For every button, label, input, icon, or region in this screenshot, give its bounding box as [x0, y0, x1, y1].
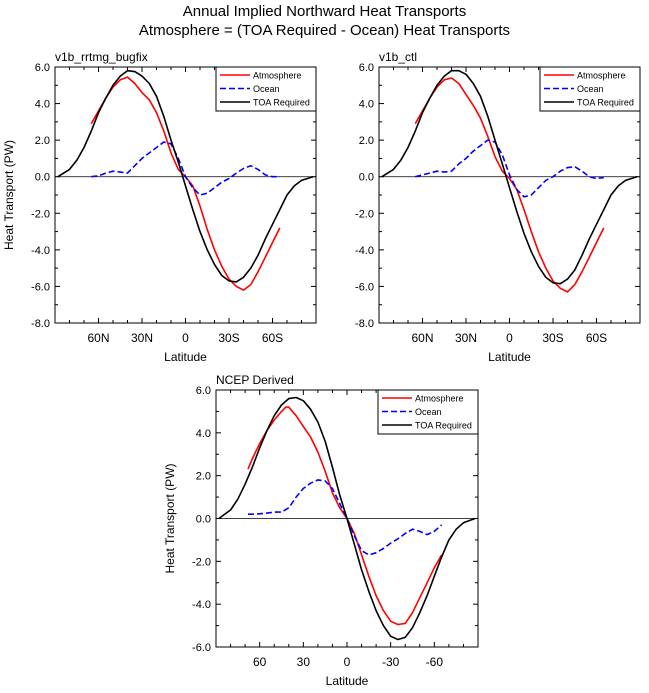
panel-title: v1b_rrtmg_bugfix: [55, 50, 148, 64]
y-tick-label: 6.0: [196, 385, 211, 397]
figure-title-line1: Annual Implied Northward Heat Transports: [182, 3, 467, 20]
x-axis-label: Latitude: [326, 674, 369, 688]
y-tick-label: 4.0: [196, 428, 211, 440]
series-line-toa-required: [57, 69, 314, 283]
series-line-ocean: [91, 141, 280, 196]
y-tick-label: -6.0: [355, 281, 374, 293]
y-tick-label: 4.0: [35, 99, 50, 111]
legend-label: TOA Required: [415, 421, 472, 431]
panel-title: NCEP Derived: [216, 373, 294, 387]
legend-label: Atmosphere: [253, 71, 302, 81]
y-axis-label: Heat Transport (PW): [2, 140, 16, 250]
y-tick-label: 6.0: [359, 62, 374, 74]
x-tick-label: 30N: [131, 331, 153, 345]
y-tick-label: 0.0: [196, 514, 211, 526]
x-tick-label: 30N: [455, 331, 477, 345]
x-tick-label: 60N: [411, 331, 433, 345]
legend-label: TOA Required: [577, 98, 634, 108]
figure-title-line2: Atmosphere = (TOA Required - Ocean) Heat…: [138, 22, 511, 39]
legend-label: TOA Required: [253, 98, 310, 108]
y-tick-label: 2.0: [196, 471, 211, 483]
y-tick-label: -2.0: [31, 208, 50, 220]
x-tick-label: 60S: [262, 331, 283, 345]
x-axis-label: Latitude: [488, 350, 531, 364]
y-tick-label: -4.0: [31, 245, 50, 257]
y-tick-label: 2.0: [35, 135, 50, 147]
chart-panel-3: -6.0 -4.0 -2.0 0.0 2.0 4.0 6.0 60 30 0 -30 -60 NCEP …: [163, 373, 479, 688]
chart-panel-1: -8.0 -6.0 -4.0 -2.0 0.0 2.0 4.0 6.0 60N 30N 0 30S 60…: [2, 50, 317, 364]
series-line-atmosphere: [414, 77, 605, 293]
x-axis-label: Latitude: [164, 350, 207, 364]
y-tick-label: -2.0: [355, 208, 374, 220]
y-tick-label: -2.0: [192, 556, 211, 568]
y-tick-label: -4.0: [192, 599, 211, 611]
y-tick-label: 0.0: [35, 172, 50, 184]
y-tick-label: -8.0: [31, 318, 50, 330]
y-tick-label: -8.0: [355, 318, 374, 330]
x-tick-label: 60S: [586, 331, 607, 345]
legend-label: Ocean: [577, 84, 604, 94]
y-tick-label: -4.0: [355, 245, 374, 257]
y-tick-label: 2.0: [359, 135, 374, 147]
x-tick-label: 30S: [218, 331, 239, 345]
x-tick-label: 60: [253, 655, 267, 669]
x-tick-label: 30S: [542, 331, 563, 345]
x-tick-label: 60N: [87, 331, 109, 345]
x-tick-label: -30: [382, 655, 400, 669]
y-tick-label: 0.0: [359, 172, 374, 184]
x-tick-label: 0: [506, 331, 513, 345]
legend-label: Ocean: [415, 407, 442, 417]
series-line-toa-required: [381, 69, 638, 285]
x-tick-label: 0: [182, 331, 189, 345]
legend-label: Atmosphere: [415, 394, 464, 404]
series-line-ocean: [248, 479, 443, 556]
series-line-ocean: [415, 139, 604, 198]
y-tick-label: -6.0: [192, 642, 211, 654]
x-tick-label: 0: [344, 655, 351, 669]
y-tick-label: 4.0: [359, 99, 374, 111]
series-line-toa-required: [218, 396, 476, 641]
x-tick-label: -60: [426, 655, 444, 669]
y-axis-label: Heat Transport (PW): [163, 463, 177, 573]
legend-label: Ocean: [253, 84, 280, 94]
x-tick-label: 30: [297, 655, 311, 669]
legend-label: Atmosphere: [577, 71, 626, 81]
y-tick-label: -6.0: [31, 281, 50, 293]
panel-title: v1b_ctl: [379, 50, 417, 64]
y-tick-label: 6.0: [35, 62, 50, 74]
series-line-atmosphere: [247, 406, 443, 626]
chart-panel-2: -8.0 -6.0 -4.0 -2.0 0.0 2.0 4.0 6.0 60N 30N 0 30S 60…: [355, 50, 641, 364]
